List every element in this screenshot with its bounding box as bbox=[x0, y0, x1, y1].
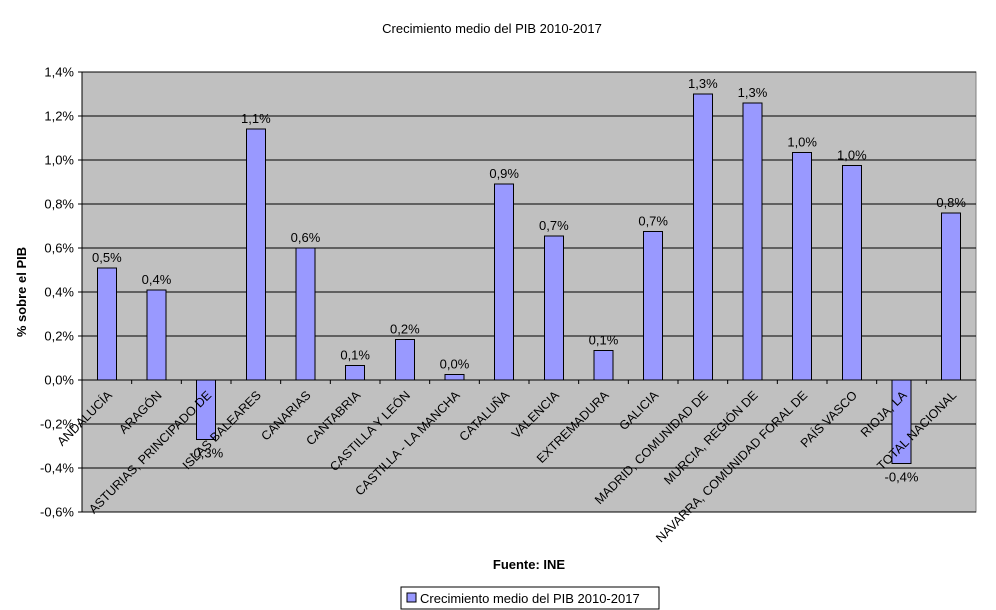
legend-box bbox=[400, 586, 660, 610]
y-tick-label: 0,2% bbox=[44, 329, 74, 344]
bar bbox=[345, 365, 366, 381]
data-label: 1,3% bbox=[738, 85, 768, 100]
bar bbox=[444, 374, 465, 381]
y-tick-label: -0,2% bbox=[40, 417, 74, 432]
y-tick-label: 0,6% bbox=[44, 241, 74, 256]
data-label: 1,0% bbox=[837, 148, 867, 163]
y-tick-label: 0,8% bbox=[44, 197, 74, 212]
bar bbox=[394, 338, 415, 381]
bar bbox=[792, 151, 813, 381]
bar bbox=[245, 128, 266, 381]
y-tick-label: 1,2% bbox=[44, 109, 74, 124]
data-label: 0,6% bbox=[291, 230, 321, 245]
x-axis-title: Fuente: INE bbox=[493, 557, 566, 572]
data-label: 0,1% bbox=[589, 332, 619, 347]
bar bbox=[494, 183, 515, 381]
data-label: 0,9% bbox=[489, 166, 519, 181]
data-label: 0,5% bbox=[92, 250, 122, 265]
bar bbox=[643, 231, 664, 381]
y-tick-label: 0,4% bbox=[44, 285, 74, 300]
data-label: 0,4% bbox=[142, 272, 172, 287]
y-tick-label: -0,6% bbox=[40, 505, 74, 520]
bar bbox=[543, 235, 564, 381]
data-label: 0,0% bbox=[440, 357, 470, 372]
chart-title: Crecimiento medio del PIB 2010-2017 bbox=[382, 21, 602, 36]
bar bbox=[742, 102, 763, 381]
bar bbox=[891, 379, 912, 465]
data-label: -0,4% bbox=[885, 470, 919, 485]
data-label: 0,1% bbox=[340, 348, 370, 363]
bar bbox=[196, 379, 217, 440]
legend-label: Crecimiento medio del PIB 2010-2017 bbox=[420, 591, 640, 606]
bar bbox=[295, 247, 316, 381]
legend-swatch bbox=[406, 592, 417, 603]
data-label: 0,8% bbox=[936, 195, 966, 210]
bar bbox=[692, 93, 713, 381]
y-tick-label: 1,0% bbox=[44, 153, 74, 168]
y-axis-title: % sobre el PIB bbox=[14, 247, 29, 337]
bar bbox=[941, 212, 962, 381]
data-label: 1,1% bbox=[241, 111, 271, 126]
data-label: 1,3% bbox=[688, 76, 718, 91]
y-tick-label: 0,0% bbox=[44, 373, 74, 388]
data-label: 1,0% bbox=[787, 134, 817, 149]
data-label: -0,3% bbox=[189, 445, 223, 460]
bar bbox=[96, 267, 117, 381]
bar bbox=[593, 349, 614, 381]
y-tick-label: 1,4% bbox=[44, 65, 74, 80]
data-label: 0,7% bbox=[539, 218, 569, 233]
data-label: 0,2% bbox=[390, 321, 420, 336]
bar bbox=[841, 165, 862, 381]
bar bbox=[146, 289, 167, 381]
y-tick-label: -0,4% bbox=[40, 461, 74, 476]
data-label: 0,7% bbox=[638, 214, 668, 229]
legend: Crecimiento medio del PIB 2010-2017 bbox=[400, 586, 660, 610]
